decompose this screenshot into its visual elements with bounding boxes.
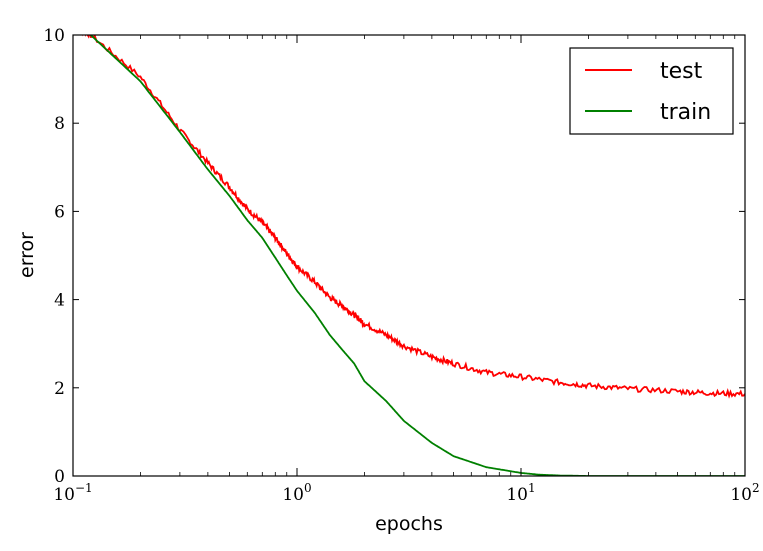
legend-label-train: train (660, 100, 711, 125)
series-line-test (82, 35, 745, 399)
y-tick-label: 2 (54, 379, 65, 399)
plot-frame (72, 34, 746, 477)
x-tick-label: 10−1 (53, 481, 92, 505)
y-tick-label: 4 (54, 291, 65, 311)
ticks-layer: 0 2 4 6 8 10 10−1 100 101 102 (43, 26, 759, 505)
x-tick-label: 100 (282, 481, 311, 505)
x-axis-label: epochs (375, 513, 443, 535)
y-tick-label: 8 (54, 114, 65, 134)
legend-box (569, 47, 734, 135)
legend: test train (569, 47, 734, 135)
series-layer (82, 35, 745, 476)
legend-label-test: test (660, 59, 703, 84)
y-tick-label: 10 (43, 26, 65, 46)
y-tick-label: 0 (54, 467, 65, 487)
y-tick-label: 6 (54, 202, 65, 222)
x-tick-label: 101 (506, 481, 535, 505)
y-axis-label: error (16, 232, 38, 278)
x-tick-label: 102 (730, 481, 759, 505)
series-line-train (88, 35, 745, 476)
